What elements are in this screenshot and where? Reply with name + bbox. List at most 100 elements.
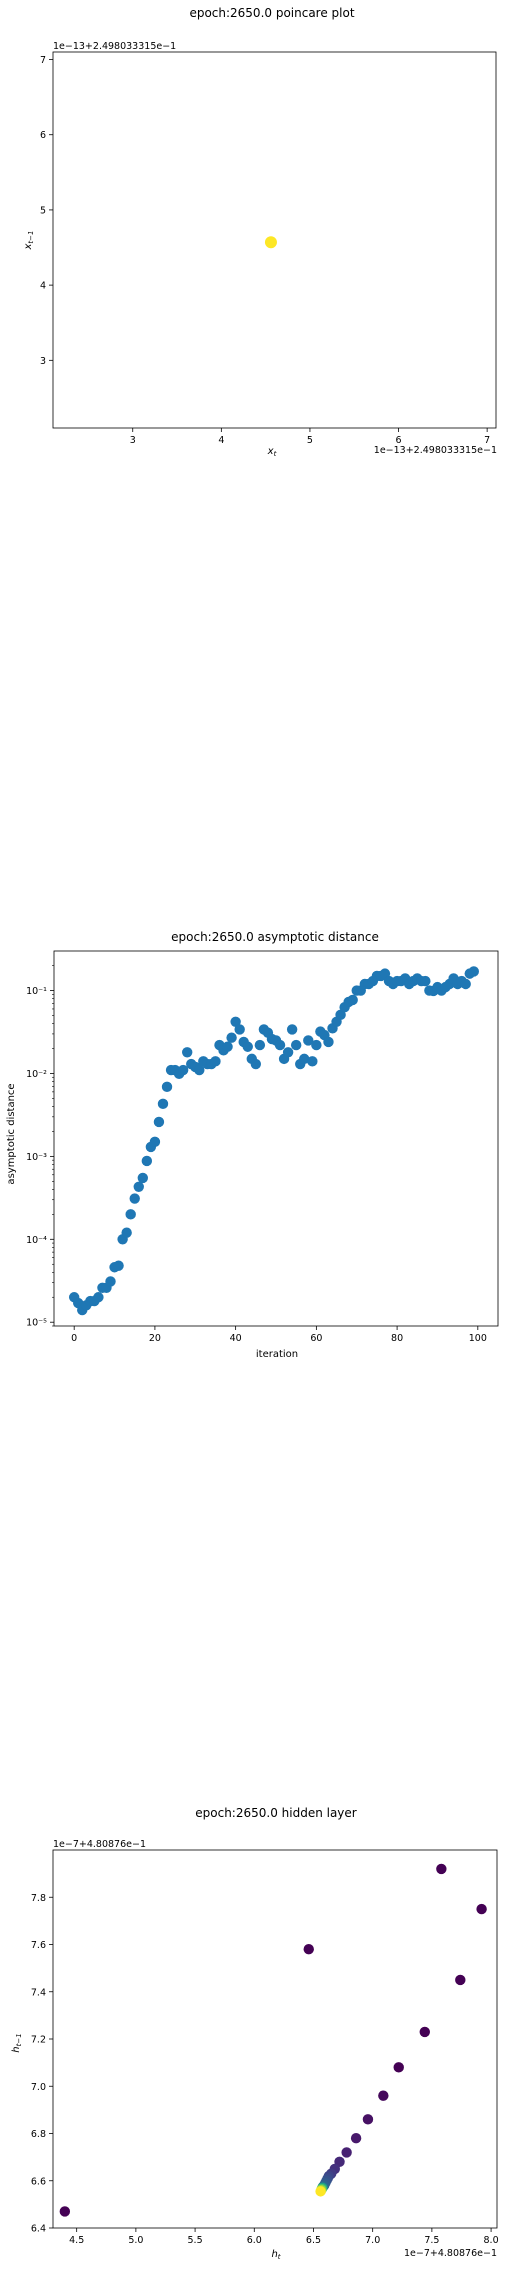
- data-point: [282, 1047, 294, 1058]
- x-tick-label: 6.0: [247, 2235, 262, 2246]
- y-tick-label: 7.6: [31, 1940, 46, 1951]
- y-tick-label: 7.4: [31, 1987, 46, 1998]
- data-point: [303, 1944, 314, 1955]
- chart-title: epoch:2650.0 asymptotic distance: [171, 930, 379, 944]
- data-point: [125, 1209, 136, 1220]
- y-offset-label: 1e−7+4.80876e−1: [53, 1839, 146, 1850]
- x-tick-label: 7: [484, 435, 490, 446]
- data-point: [315, 2186, 326, 2197]
- y-tick-label: 3: [40, 356, 46, 367]
- x-tick-label: 8.0: [484, 2235, 499, 2246]
- data-point: [350, 2133, 362, 2144]
- data-point: [311, 1039, 322, 1051]
- data-point: [59, 2206, 71, 2217]
- asymptotic-distance-plot: epoch:2650.0 asymptotic distance iterati…: [6, 930, 499, 1360]
- chart-title: epoch:2650.0 hidden layer: [195, 1806, 357, 1820]
- data-point: [149, 1136, 161, 1147]
- data-point: [286, 1024, 298, 1035]
- x-tick-label: 4.5: [69, 2235, 84, 2246]
- data-point: [335, 1009, 346, 1021]
- y-axis-label: ht−1: [11, 2033, 23, 2052]
- x-tick-label: 6: [396, 435, 402, 446]
- data-point: [460, 978, 471, 990]
- data-point: [177, 1064, 189, 1076]
- x-tick-label: 7.0: [365, 2235, 380, 2246]
- data-point: [303, 1035, 314, 1046]
- plot-area-frame: [52, 51, 497, 429]
- data-point: [393, 2062, 404, 2073]
- y-tick-label: 6.8: [31, 2129, 46, 2140]
- data-point: [230, 1016, 241, 1027]
- data-point: [362, 2114, 374, 2125]
- y-tick-label: 10⁻¹: [26, 986, 47, 997]
- x-tick-label: 20: [149, 1333, 161, 1344]
- data-point: [222, 1041, 233, 1052]
- x-tick-label: 7.5: [424, 2235, 439, 2246]
- x-axis-label: xt: [267, 446, 277, 458]
- data-point: [157, 1098, 169, 1110]
- data-point: [290, 1039, 302, 1051]
- x-tick-label: 5.5: [188, 2235, 203, 2246]
- plot-area-frame: [53, 950, 499, 1327]
- y-offset-label: 1e−13+2.498033315e−1: [53, 41, 176, 52]
- y-tick-label: 10⁻³: [26, 1152, 47, 1163]
- data-point: [105, 1276, 116, 1287]
- data-point: [133, 1181, 144, 1192]
- data-point: [161, 1081, 173, 1093]
- data-point: [250, 1058, 262, 1070]
- data-point: [299, 1053, 310, 1065]
- data-point: [153, 1116, 165, 1128]
- data-point: [323, 1036, 334, 1048]
- data-point: [436, 1863, 447, 1875]
- y-tick-label: 7.2: [31, 2035, 46, 2046]
- data-point: [455, 1974, 466, 1986]
- x-axis-label: iteration: [256, 1349, 298, 1360]
- x-tick-label: 4: [218, 435, 224, 446]
- y-tick-label: 7.0: [31, 2082, 46, 2093]
- data-point: [242, 1041, 253, 1052]
- data-point: [420, 975, 431, 987]
- x-tick-label: 80: [391, 1333, 403, 1344]
- data-point: [341, 2147, 352, 2158]
- y-tick-label: 6.6: [31, 2176, 46, 2187]
- data-point: [137, 1172, 148, 1184]
- y-tick-label: 6.4: [31, 2224, 46, 2235]
- x-tick-label: 3: [130, 435, 136, 446]
- data-point: [419, 2026, 430, 2038]
- hidden-layer-plot: epoch:2650.0 hidden layer 1e−7+4.80876e−…: [11, 1806, 499, 2261]
- data-point: [378, 2090, 389, 2101]
- data-point: [234, 1024, 245, 1035]
- x-tick-label: 40: [230, 1333, 242, 1344]
- data-point: [254, 1039, 266, 1051]
- data-point: [274, 1039, 286, 1051]
- y-tick-label: 10⁻⁴: [26, 1235, 47, 1246]
- x-tick-label: 100: [469, 1333, 487, 1344]
- x-tick-label: 5.0: [128, 2235, 143, 2246]
- y-tick-label: 5: [40, 205, 46, 216]
- data-point: [468, 966, 479, 977]
- data-point: [129, 1193, 140, 1204]
- data-point: [476, 1903, 487, 1915]
- plot-area-frame: [52, 1849, 498, 2229]
- data-point: [210, 1056, 221, 1067]
- y-axis-label: asymptotic distance: [6, 1083, 17, 1184]
- data-point: [113, 1260, 124, 1271]
- x-offset-label: 1e−7+4.80876e−1: [404, 2248, 497, 2259]
- x-tick-label: 5: [307, 435, 313, 446]
- y-tick-label: 7: [40, 55, 46, 66]
- x-offset-label: 1e−13+2.498033315e−1: [374, 445, 497, 456]
- data-point: [194, 1064, 205, 1076]
- data-point: [141, 1155, 153, 1167]
- data-point: [182, 1047, 193, 1058]
- data-point: [307, 1056, 318, 1067]
- x-tick-label: 6.5: [306, 2235, 321, 2246]
- y-tick-label: 6: [40, 130, 46, 141]
- x-tick-label: 60: [310, 1333, 322, 1344]
- x-tick-label: 0: [71, 1333, 77, 1344]
- poincare-plot: epoch:2650.0 poincare plot 1e−13+2.49803…: [23, 6, 497, 458]
- y-tick-label: 4: [40, 281, 46, 292]
- data-point: [347, 994, 358, 1006]
- x-axis-label: ht: [271, 2249, 280, 2261]
- data-point: [93, 1292, 104, 1303]
- chart-title: epoch:2650.0 poincare plot: [189, 6, 354, 20]
